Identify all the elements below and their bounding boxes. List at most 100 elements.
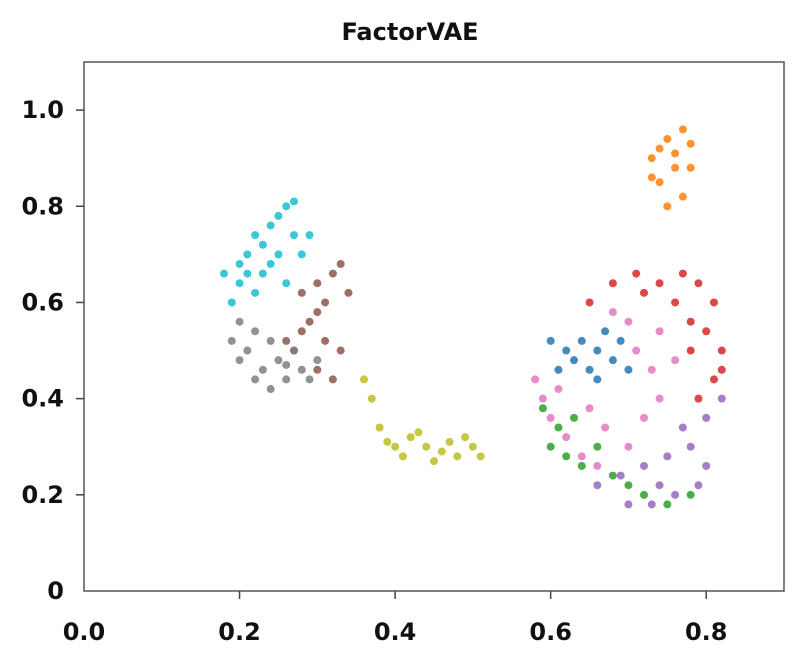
scatter-point [251, 231, 260, 240]
scatter-point [290, 231, 298, 240]
scatter-point [546, 413, 555, 422]
scatter-point [321, 336, 330, 345]
scatter-point [717, 365, 726, 374]
plot-area [83, 61, 785, 592]
scatter-point [694, 481, 703, 490]
scatter-point [282, 375, 291, 384]
scatter-point [585, 298, 594, 307]
scatter-point [258, 240, 267, 249]
scatter-point [538, 404, 547, 413]
scatter-point [608, 356, 617, 365]
scatter-point [328, 269, 337, 278]
scatter-point [678, 125, 687, 134]
scatter-point [570, 413, 578, 422]
scatter-point [671, 149, 680, 158]
scatter-point [367, 394, 376, 403]
scatter-point [305, 375, 314, 384]
scatter-point [538, 394, 547, 403]
scatter-point [593, 346, 602, 355]
x-tick-label: 0.6 [529, 618, 572, 646]
scatter-point [227, 336, 236, 345]
scatter-point [632, 346, 641, 355]
scatter-point [686, 490, 695, 499]
scatter-point [710, 375, 718, 384]
scatter-point [647, 365, 656, 374]
scatter-point [686, 442, 695, 451]
scatter-point [336, 346, 345, 355]
scatter-point [235, 259, 244, 268]
scatter-point [297, 327, 306, 336]
scatter-point [414, 428, 423, 437]
scatter-point [678, 423, 687, 432]
y-tick-label: 1.0 [21, 96, 64, 124]
scatter-point [251, 375, 260, 384]
scatter-point [608, 308, 617, 317]
scatter-point [313, 356, 322, 365]
scatter-point [554, 385, 563, 394]
scatter-point [251, 327, 260, 336]
scatter-point [702, 327, 711, 336]
scatter-point [336, 259, 345, 268]
scatter-point [577, 461, 586, 470]
scatter-point [608, 279, 617, 288]
scatter-point [422, 442, 431, 451]
scatter-point [655, 481, 664, 490]
x-tick-label: 0.0 [63, 618, 106, 646]
scatter-point [585, 404, 594, 413]
scatter-point [313, 308, 322, 317]
scatter-point [344, 288, 353, 297]
scatter-point [671, 298, 680, 307]
scatter-point [562, 346, 571, 355]
scatter-point [577, 336, 586, 345]
scatter-point [663, 500, 672, 509]
scatter-point [593, 442, 602, 451]
scatter-point [624, 500, 633, 509]
scatter-point [266, 221, 275, 230]
scatter-point [710, 298, 718, 307]
scatter-point [266, 336, 275, 345]
scatter-point [258, 365, 267, 374]
y-tick-label: 0 [47, 577, 64, 605]
scatter-point [468, 442, 477, 451]
y-tick-label: 0.8 [21, 192, 64, 220]
scatter-point [461, 433, 470, 442]
scatter-point [663, 134, 672, 143]
scatter-point [220, 269, 228, 278]
scatter-point [274, 211, 283, 220]
scatter-point [282, 336, 291, 345]
scatter-point [476, 452, 485, 461]
scatter-point [593, 461, 602, 470]
scatter-point [243, 269, 252, 278]
scatter-point [562, 452, 571, 461]
scatter-point [671, 356, 680, 365]
scatter-point [235, 279, 244, 288]
scatter-point [554, 423, 563, 432]
y-tick-label: 0.6 [21, 288, 64, 316]
scatter-point [671, 490, 680, 499]
scatter-point [585, 365, 594, 374]
scatter-point [297, 250, 306, 259]
scatter-point [655, 144, 664, 153]
scatter-point [678, 269, 687, 278]
scatter-point [593, 375, 602, 384]
scatter-point [437, 447, 446, 456]
scatter-point [663, 452, 672, 461]
scatter-point [686, 163, 695, 172]
scatter-point [624, 365, 633, 374]
scatter-point [647, 154, 656, 163]
scatter-point [391, 442, 400, 451]
scatter-point [717, 346, 726, 355]
scatter-point [235, 317, 244, 326]
scatter-point [290, 197, 298, 206]
scatter-point [445, 437, 454, 446]
scatter-point [227, 298, 236, 307]
scatter-point [616, 471, 625, 480]
scatter-point [655, 279, 664, 288]
scatter-point [258, 269, 267, 278]
scatter-point [360, 375, 368, 384]
scatter-point [694, 394, 703, 403]
scatter-point [678, 192, 687, 201]
scatter-point [305, 317, 314, 326]
scatter-point [717, 394, 726, 403]
